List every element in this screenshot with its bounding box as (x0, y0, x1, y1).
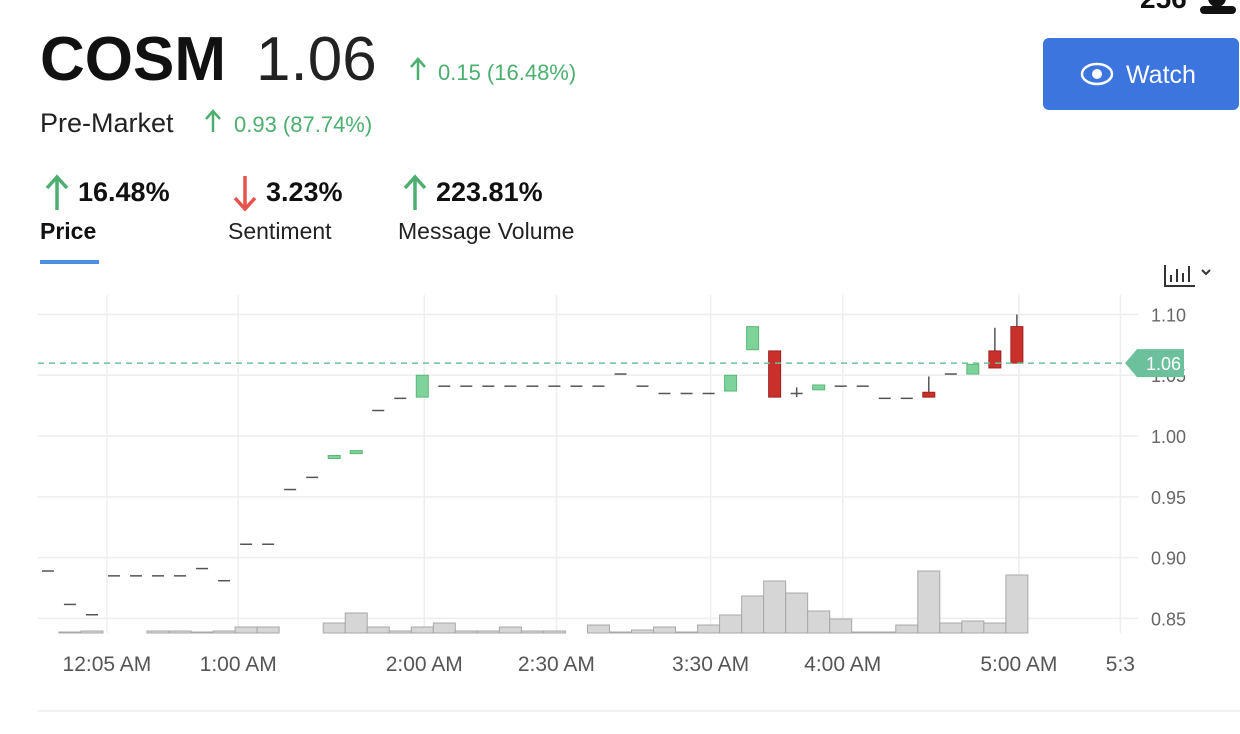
volume-bar (653, 626, 677, 634)
last-price-label: 1.06 (1146, 354, 1181, 374)
tab-label[interactable]: Price (40, 218, 96, 244)
followers-icon (1200, 0, 1236, 14)
x-tick-label: 2:00 AM (386, 653, 463, 676)
volume-bar (586, 624, 610, 634)
volume-bar (388, 630, 412, 634)
y-tick-label: 0.95 (1151, 488, 1186, 508)
volume-bar (1005, 574, 1029, 634)
candle-body (812, 384, 826, 391)
volume-bar (146, 630, 170, 634)
volume-bar (168, 630, 192, 634)
volume-bar (212, 630, 236, 634)
candle-body (768, 350, 782, 398)
volume-bar (344, 612, 368, 634)
tab-underline (40, 260, 99, 264)
volume-bar (234, 626, 258, 634)
candle-body (327, 454, 341, 459)
candle-body (746, 326, 760, 351)
candle-body (988, 350, 1002, 369)
volume-bar (366, 626, 390, 634)
ticker: COSM (40, 25, 226, 94)
y-tick-label: 0.85 (1151, 609, 1186, 629)
volume-bar (741, 595, 765, 634)
volume-bar (190, 631, 214, 634)
volume-bar (763, 580, 787, 634)
tab-value[interactable]: 16.48% (78, 177, 170, 207)
followers-count: 256 (1140, 0, 1187, 14)
premarket-label: Pre-Market (40, 108, 174, 138)
price: 1.06 (256, 25, 377, 94)
x-tick-label: 12:05 AM (63, 653, 152, 676)
volume-bar (983, 622, 1007, 634)
volume-bar (520, 630, 544, 634)
up-arrow (410, 57, 426, 80)
watch-button-bg[interactable] (1043, 38, 1239, 110)
watch-button[interactable]: Watch (1043, 38, 1239, 110)
price-change: 0.15 (16.48%) (438, 60, 576, 85)
volume-bar (807, 610, 831, 634)
volume-bar (785, 592, 809, 634)
tab-value[interactable]: 223.81% (436, 177, 543, 207)
candle-body (966, 363, 980, 375)
volume-bar (608, 631, 632, 634)
x-tick-label: 1:00 AM (200, 653, 277, 676)
candle-body (415, 374, 429, 398)
candle-body (922, 391, 936, 398)
x-tick-label: 2:30 AM (518, 653, 595, 676)
volume-bar (895, 624, 919, 634)
up-arrow (205, 109, 221, 132)
volume-bar (917, 570, 941, 634)
volume-bar (675, 631, 699, 634)
tab-label[interactable]: Message Volume (398, 218, 574, 244)
premarket-change: 0.93 (87.74%) (234, 112, 372, 137)
x-tick-label: 4:00 AM (804, 653, 881, 676)
y-tick-label: 1.10 (1151, 305, 1186, 325)
y-tick-label: 1.00 (1151, 427, 1186, 447)
last-price-tag (1125, 349, 1184, 378)
tab-label[interactable]: Sentiment (228, 218, 332, 244)
down-arrow (233, 176, 257, 212)
candle-body (349, 450, 363, 455)
volume-bar (542, 630, 566, 634)
volume-bar (631, 629, 655, 634)
y-tick-label: 0.90 (1151, 549, 1186, 569)
up-arrow (403, 174, 427, 210)
up-arrow (45, 174, 69, 210)
volume-bar (80, 630, 104, 634)
volume-bar (719, 614, 743, 634)
volume-bar (476, 630, 500, 634)
tab-value[interactable]: 3.23% (266, 177, 343, 207)
x-tick-label: 5:3 (1106, 653, 1135, 676)
watch-label[interactable]: Watch (1126, 61, 1196, 89)
volume-bar (851, 631, 875, 634)
candle-body (724, 374, 738, 392)
chart-type-icon[interactable] (1164, 265, 1211, 287)
volume-bar (322, 622, 346, 634)
eye-icon (1080, 62, 1114, 86)
volume-bar (939, 622, 963, 634)
volume-bar (829, 618, 853, 634)
volume-bar (961, 620, 985, 634)
candle-body (1010, 326, 1024, 364)
x-tick-label: 5:00 AM (980, 653, 1057, 676)
volume-bar (432, 622, 456, 634)
volume-bar (256, 626, 280, 634)
volume-bar (498, 626, 522, 634)
x-tick-label: 3:30 AM (672, 653, 749, 676)
volume-bar (697, 624, 721, 634)
volume-bar (454, 630, 478, 634)
volume-bar (410, 626, 434, 634)
volume-bar (873, 631, 897, 634)
volume-bar (58, 631, 82, 634)
eye-pupil (1092, 69, 1102, 79)
